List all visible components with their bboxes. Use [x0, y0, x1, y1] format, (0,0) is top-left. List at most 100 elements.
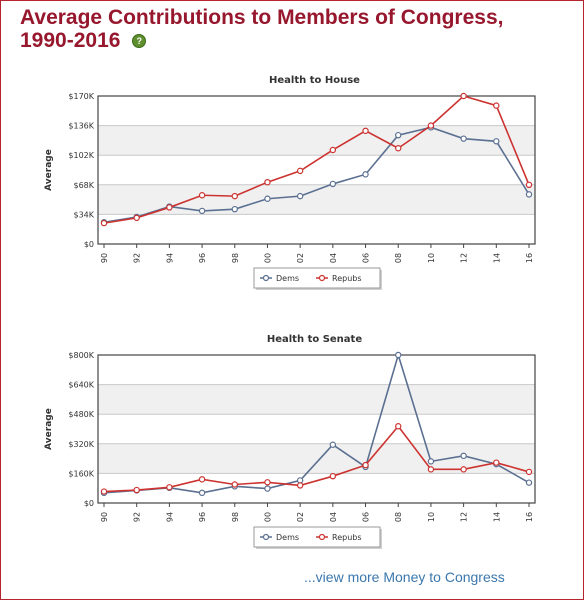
data-point-repubs [427, 466, 435, 473]
x-tick-label: 06 [362, 253, 371, 263]
data-point-repubs [395, 145, 402, 152]
x-tick-label: 06 [362, 512, 371, 522]
x-tick-label: 08 [394, 253, 403, 263]
x-tick-label: 96 [198, 253, 207, 263]
data-point-repubs [231, 481, 238, 488]
title-line-1: Average Contributions to Members of Cong… [20, 6, 504, 29]
y-tick-label: $68K [73, 181, 94, 190]
x-tick-label: 90 [100, 253, 109, 263]
x-tick-label: 04 [329, 512, 338, 522]
data-point-dems [395, 131, 402, 139]
data-point-repubs [362, 127, 369, 135]
senate-chart: Health to Senate $0 $160K $320K $480K $640K $8… [44, 334, 536, 549]
x-tick-label: 92 [133, 512, 142, 522]
legend-marker-repubs [318, 274, 326, 282]
data-point-dems [264, 485, 271, 492]
x-tick-label: 16 [525, 253, 534, 263]
y-tick-label: $640K [68, 381, 94, 390]
x-tick-label: 14 [492, 253, 501, 263]
x-tick-label: 98 [231, 253, 240, 263]
x-tick-label: 08 [394, 512, 403, 522]
data-point-repubs [525, 468, 533, 476]
data-point-repubs [166, 204, 173, 211]
view-more-link[interactable]: ...view more Money to Congress [304, 569, 505, 585]
x-tick-label: 92 [133, 253, 142, 263]
x-tick-label: 02 [296, 512, 305, 522]
x-tick-label: 96 [198, 512, 207, 522]
x-tick-label: 94 [165, 253, 174, 263]
y-tick-label: $136K [68, 122, 94, 131]
legend-marker-dems [262, 533, 270, 541]
x-tick-label: 12 [460, 512, 469, 522]
data-point-repubs [198, 192, 206, 199]
legend-marker-repubs [318, 533, 326, 541]
data-point-repubs [493, 102, 500, 109]
y-axis-label: Average [44, 408, 54, 450]
x-tick-label: 14 [492, 512, 501, 522]
data-point-repubs [100, 488, 108, 495]
data-point-repubs [296, 482, 304, 489]
data-point-dems [264, 195, 271, 202]
help-icon[interactable]: ? [132, 34, 147, 49]
data-point-repubs [166, 484, 173, 491]
house-chart: Health to House $0 $34K $68K $102K $136K $170K… [44, 75, 536, 290]
data-point-repubs [329, 472, 337, 480]
legend-label-dems: Dems [276, 274, 299, 283]
series-line-repubs [103, 95, 530, 224]
y-tick-label: $0 [84, 499, 94, 508]
page-title: Average Contributions to Members of Cong… [20, 6, 580, 52]
data-point-dems [329, 180, 337, 188]
x-tick-label: 94 [165, 512, 174, 522]
x-tick-label: 10 [427, 253, 436, 263]
data-point-repubs [460, 92, 467, 100]
legend-label-repubs: Repubs [332, 533, 362, 542]
series-line-dems [103, 352, 530, 494]
y-axis-label: Average [44, 149, 54, 191]
data-point-dems [460, 135, 467, 142]
data-point-dems [329, 441, 337, 448]
data-point-repubs [525, 181, 533, 189]
y-tick-label: $170K [68, 92, 94, 101]
data-point-repubs [395, 423, 402, 430]
data-point-dems [525, 479, 533, 486]
plot-frame [97, 95, 536, 245]
data-point-repubs [493, 459, 500, 466]
data-point-repubs [427, 122, 435, 129]
data-point-dems [493, 138, 500, 145]
series-line-repubs [103, 424, 530, 493]
data-point-dems [198, 489, 206, 497]
data-point-repubs [198, 476, 206, 483]
plot-band [98, 384, 535, 415]
data-point-repubs [296, 167, 304, 175]
x-tick-label: 90 [100, 512, 109, 522]
chart-title: Health to House [269, 75, 360, 86]
data-point-repubs [460, 466, 467, 473]
y-tick-label: $320K [68, 440, 94, 449]
series-line-dems [103, 126, 530, 224]
x-tick-label: 12 [460, 253, 469, 263]
x-tick-label: 16 [525, 512, 534, 522]
data-point-repubs [133, 486, 140, 494]
x-tick-label: 00 [263, 512, 272, 522]
data-point-repubs [362, 461, 369, 469]
x-tick-label: 10 [427, 512, 436, 522]
data-point-dems [198, 207, 206, 215]
x-tick-label: 02 [296, 253, 305, 263]
data-point-dems [296, 192, 304, 200]
data-point-dems [525, 191, 533, 198]
legend-label-dems: Dems [276, 533, 299, 542]
plot-band [98, 443, 535, 474]
data-point-dems [427, 458, 435, 465]
chart-title: Health to Senate [267, 334, 362, 345]
legend-label-repubs: Repubs [332, 274, 362, 283]
y-tick-label: $34K [73, 210, 94, 219]
data-point-repubs [264, 178, 271, 186]
data-point-repubs [329, 146, 337, 154]
data-point-repubs [133, 214, 140, 222]
legend-marker-dems [262, 274, 270, 282]
y-tick-label: $160K [68, 469, 94, 478]
data-point-repubs [231, 192, 238, 200]
data-point-dems [231, 205, 238, 213]
data-point-dems [460, 452, 467, 460]
